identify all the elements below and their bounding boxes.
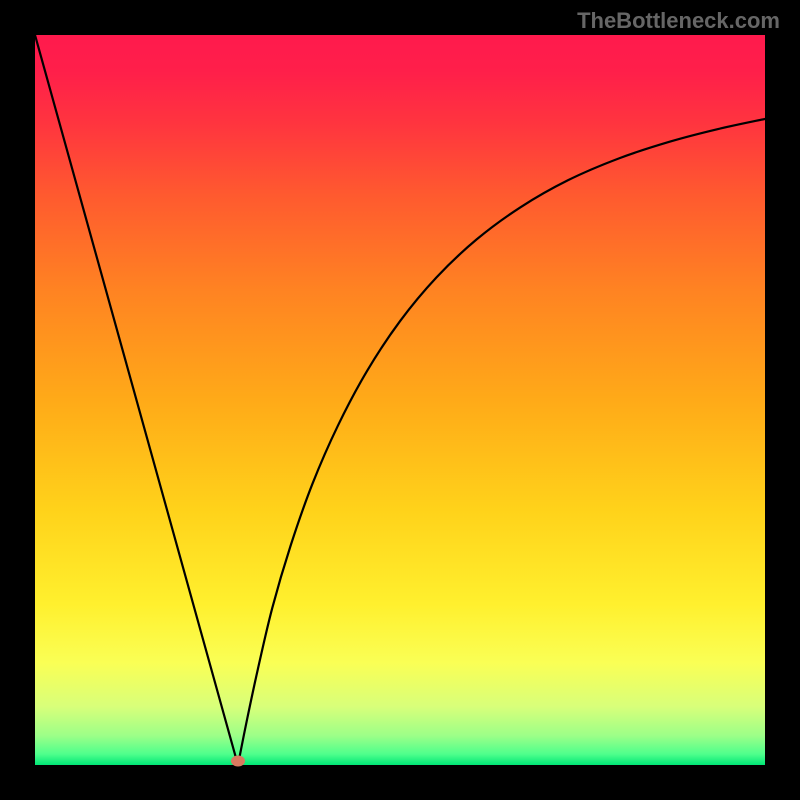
plot-area <box>35 35 765 765</box>
bottleneck-curve <box>35 35 765 765</box>
minimum-marker <box>231 756 245 767</box>
chart-container: TheBottleneck.com <box>0 0 800 800</box>
watermark-label: TheBottleneck.com <box>577 8 780 34</box>
curve-path <box>35 35 765 765</box>
